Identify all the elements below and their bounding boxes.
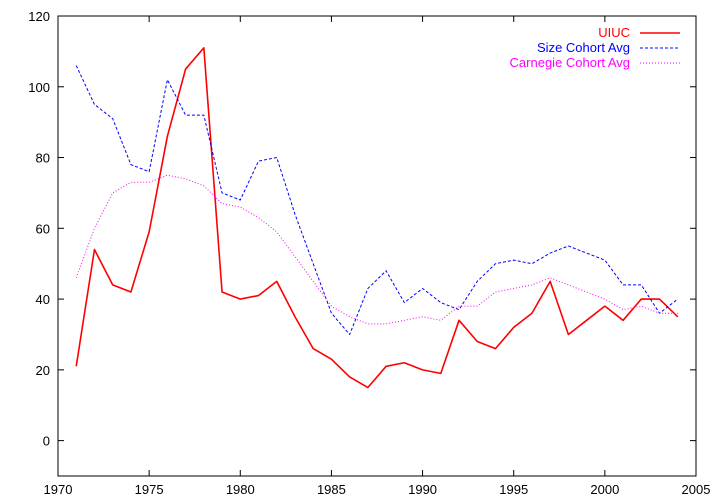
series-line-1 xyxy=(75,65,679,335)
x-tick-label: 1970 xyxy=(44,482,73,497)
y-tick-label: 40 xyxy=(36,292,50,307)
legend-label-0: UIUC xyxy=(598,25,630,40)
legend-label-1: Size Cohort Avg xyxy=(537,40,630,55)
x-tick-label: 1975 xyxy=(135,482,164,497)
y-tick-label: 80 xyxy=(36,151,50,166)
series-layer xyxy=(75,47,679,389)
x-tick-label: 1995 xyxy=(499,482,528,497)
legend-label-2: Carnegie Cohort Avg xyxy=(510,55,630,70)
y-tick-label: 20 xyxy=(36,363,50,378)
axis-ticks xyxy=(57,15,697,476)
plot-frame xyxy=(57,15,697,477)
x-tick-label: 2005 xyxy=(682,482,711,497)
x-tick-label: 2000 xyxy=(590,482,619,497)
y-tick-label: 0 xyxy=(43,434,50,449)
series-line-0 xyxy=(75,47,679,389)
y-tick-label: 120 xyxy=(28,9,50,24)
series-line-2 xyxy=(75,174,678,325)
x-tick-label: 1985 xyxy=(317,482,346,497)
y-tick-label: 60 xyxy=(36,221,50,236)
x-tick-label: 1990 xyxy=(408,482,437,497)
x-axis-tick-labels: 1970 1975 1980 1985 1990 1995 2000 2005 xyxy=(44,482,711,497)
x-tick-label: 1980 xyxy=(226,482,255,497)
y-axis-tick-labels: 0 20 40 60 80 100 120 xyxy=(28,9,50,449)
y-tick-label: 100 xyxy=(28,80,50,95)
